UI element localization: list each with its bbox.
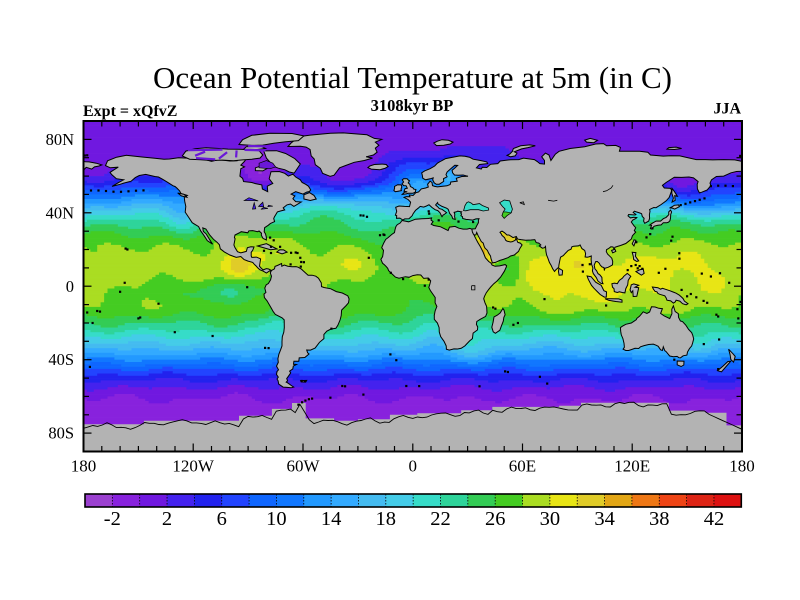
svg-text:JJA: JJA (713, 101, 741, 118)
svg-text:10: 10 (266, 508, 287, 530)
svg-text:120E: 120E (614, 457, 650, 476)
svg-text:60W: 60W (286, 457, 320, 476)
svg-text:-2: -2 (104, 508, 121, 530)
svg-text:22: 22 (430, 508, 451, 530)
svg-text:180: 180 (71, 457, 97, 476)
svg-text:80N: 80N (46, 130, 75, 149)
svg-text:26: 26 (485, 508, 506, 530)
svg-text:42: 42 (704, 508, 725, 530)
svg-text:34: 34 (594, 508, 615, 530)
svg-text:3108kyr BP: 3108kyr BP (371, 96, 454, 115)
svg-text:80S: 80S (48, 424, 74, 443)
svg-text:38: 38 (649, 508, 670, 530)
svg-text:14: 14 (321, 508, 342, 530)
svg-text:2: 2 (162, 508, 172, 530)
svg-text:0: 0 (409, 457, 418, 476)
svg-text:6: 6 (217, 508, 227, 530)
svg-text:0: 0 (66, 277, 74, 296)
svg-text:120W: 120W (172, 457, 215, 476)
svg-text:180: 180 (729, 457, 755, 476)
svg-text:40S: 40S (48, 350, 74, 369)
svg-text:Ocean Potential Temperature at: Ocean Potential Temperature at 5m (in C) (153, 60, 672, 95)
svg-text:30: 30 (540, 508, 561, 530)
svg-text:60E: 60E (509, 457, 536, 476)
svg-text:40N: 40N (46, 203, 75, 222)
svg-text:18: 18 (376, 508, 397, 530)
svg-text:Expt = xQfvZ: Expt = xQfvZ (83, 103, 177, 120)
